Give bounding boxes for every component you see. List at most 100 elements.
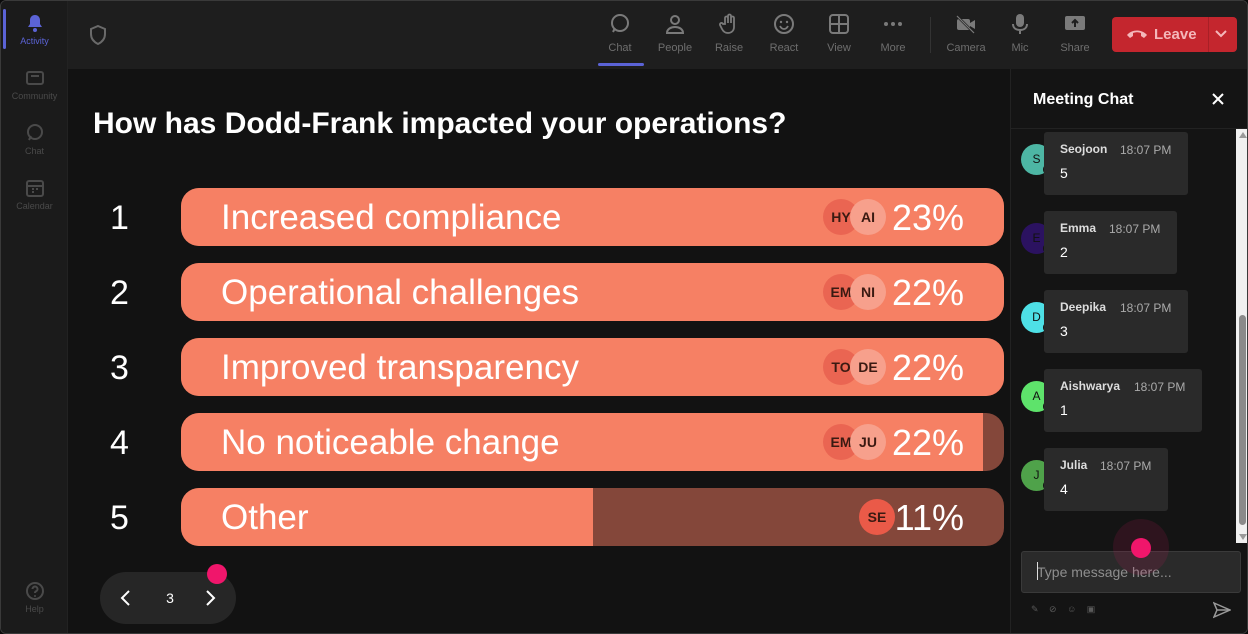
option-bar[interactable]: No noticeable change EM JU 22%	[181, 413, 1004, 471]
scroll-up-arrow-icon[interactable]	[1239, 132, 1247, 138]
sender-name: Julia	[1060, 458, 1088, 472]
chat-scrollbar[interactable]	[1236, 129, 1247, 543]
option-bar[interactable]: Other SE 11%	[181, 488, 1004, 546]
chevron-left-icon[interactable]	[116, 588, 136, 608]
page-number: 3	[166, 590, 174, 606]
leave-button[interactable]: Leave	[1112, 17, 1237, 52]
voter-avatar: AI	[850, 199, 886, 235]
chat-message-input[interactable]	[1021, 551, 1241, 593]
scroll-thumb[interactable]	[1239, 315, 1246, 525]
option-percent: 11%	[894, 497, 964, 538]
voter-avatar: SE	[859, 499, 895, 535]
poll-option[interactable]: 2 Operational challenges EM NI 22%	[68, 263, 1010, 321]
chat-button[interactable]: Chat	[595, 13, 645, 54]
sender-name: Aishwarya	[1060, 379, 1121, 393]
option-label: Improved transparency	[221, 348, 579, 387]
option-bar-fill	[181, 488, 593, 546]
message-time: 18:07 PM	[1134, 380, 1186, 394]
hang-up-icon	[1127, 30, 1147, 38]
voter-avatar: JU	[850, 424, 886, 460]
message-text: 1	[1060, 402, 1068, 418]
rail-label: Calendar	[16, 201, 53, 211]
rail-item-community[interactable]: Community	[1, 68, 68, 101]
poll-stage: How has Dodd-Frank impacted your operati…	[68, 69, 1010, 633]
camera-button-label: Camera	[946, 42, 986, 54]
more-icon	[884, 22, 902, 26]
rail-label: Help	[25, 604, 44, 614]
message-time: 18:07 PM	[1100, 459, 1152, 473]
calendar-icon	[25, 180, 44, 197]
app-rail: Activity Community Chat Calendar Help	[1, 1, 68, 633]
poll-option[interactable]: 3 Improved transparency TO DE 22%	[68, 338, 1010, 396]
leave-divider	[1208, 17, 1209, 52]
more-button[interactable]: More	[868, 13, 918, 54]
people-button[interactable]: People	[650, 13, 700, 54]
option-number: 1	[110, 199, 129, 237]
option-percent: 23%	[891, 197, 964, 238]
community-icon	[25, 71, 44, 85]
poll-option[interactable]: 4 No noticeable change EM JU 22%	[68, 413, 1010, 471]
message-text: 4	[1060, 481, 1068, 497]
option-label: No noticeable change	[221, 423, 560, 462]
scroll-down-arrow-icon[interactable]	[1239, 534, 1247, 540]
active-tab-indicator	[598, 63, 644, 66]
chevron-down-icon[interactable]	[1214, 27, 1228, 41]
message-bubble: Julia 18:07 PM 4	[1044, 448, 1168, 511]
sender-name: Seojoon	[1060, 142, 1108, 156]
share-button[interactable]: Share	[1050, 13, 1100, 54]
react-button-label: React	[769, 42, 799, 54]
rail-item-help[interactable]: Help	[1, 581, 68, 614]
message-time: 18:07 PM	[1120, 143, 1172, 157]
option-label: Operational challenges	[221, 273, 580, 312]
toolbar-divider	[930, 17, 931, 53]
format-toolbar-icons[interactable]: ✎ ⊘ ☺ ▣	[1031, 604, 1100, 614]
meeting-toolbar: Chat People Raise React View More Camera	[68, 1, 1247, 69]
close-icon[interactable]	[1210, 91, 1226, 107]
option-number: 4	[110, 424, 129, 462]
smiley-icon	[774, 14, 794, 34]
mic-button[interactable]: Mic	[995, 13, 1045, 54]
cursor-marker	[1131, 538, 1151, 558]
option-percent: 22%	[891, 272, 964, 313]
people-button-label: People	[657, 42, 693, 54]
person-icon	[665, 15, 685, 34]
message-bubble: Emma 18:07 PM 2	[1044, 211, 1177, 274]
poll-option[interactable]: 1 Increased compliance HY AI 23%	[68, 188, 1010, 246]
rail-active-indicator	[3, 9, 6, 49]
voter-avatar: DE	[850, 349, 886, 385]
raise-hand-button[interactable]: Raise	[704, 13, 754, 54]
message-text: 3	[1060, 323, 1068, 339]
react-button[interactable]: React	[759, 13, 809, 54]
mic-icon	[1012, 14, 1028, 34]
meeting-chat-panel: Meeting Chat S Seojoon 18:07 PM 5 E Emma…	[1010, 69, 1247, 633]
more-button-label: More	[880, 42, 906, 54]
camera-button[interactable]: Camera	[941, 13, 991, 54]
option-bar[interactable]: Improved transparency TO DE 22%	[181, 338, 1004, 396]
voter-avatar: NI	[850, 274, 886, 310]
poll-option[interactable]: 5 Other SE 11%	[68, 488, 1010, 546]
rail-label: Community	[11, 91, 58, 101]
option-label: Other	[221, 498, 309, 537]
option-bar[interactable]: Increased compliance HY AI 23%	[181, 188, 1004, 246]
rail-item-activity[interactable]: Activity	[1, 13, 68, 46]
option-percent: 22%	[891, 347, 964, 388]
send-icon[interactable]	[1213, 601, 1231, 619]
leave-button-label: Leave	[1154, 26, 1197, 43]
rail-item-calendar[interactable]: Calendar	[1, 178, 68, 211]
rail-item-chat[interactable]: Chat	[1, 123, 68, 156]
option-bar[interactable]: Operational challenges EM NI 22%	[181, 263, 1004, 321]
message-text: 5	[1060, 165, 1068, 181]
message-time: 18:07 PM	[1109, 222, 1161, 236]
share-button-label: Share	[1060, 42, 1090, 54]
rail-label: Chat	[24, 146, 44, 156]
help-icon	[25, 582, 44, 600]
rail-label: Activity	[20, 36, 49, 46]
text-caret	[1037, 562, 1038, 580]
chevron-right-icon[interactable]	[200, 588, 220, 608]
sender-name: Emma	[1060, 221, 1097, 235]
option-number: 2	[110, 274, 129, 312]
view-button[interactable]: View	[814, 13, 864, 54]
shield-icon[interactable]	[88, 25, 108, 45]
option-label: Increased compliance	[221, 198, 562, 237]
bell-icon	[27, 15, 42, 32]
